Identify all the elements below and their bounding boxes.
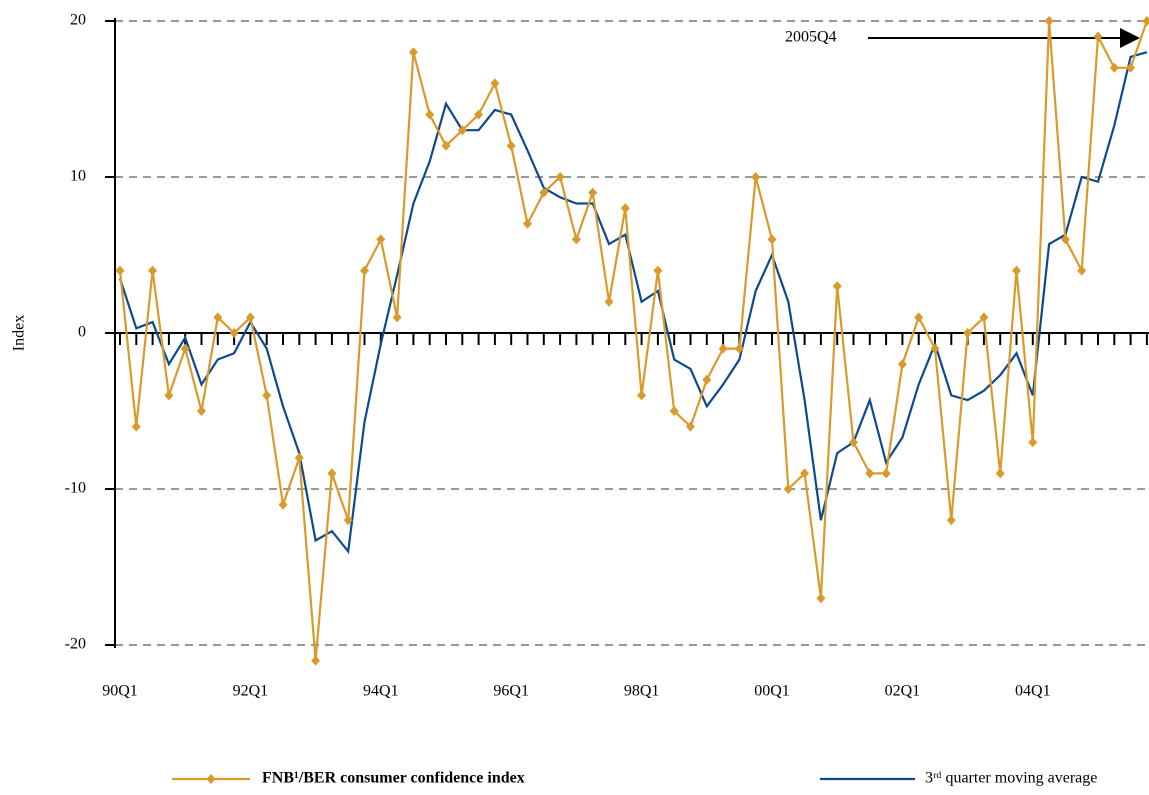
point-marker (1012, 265, 1021, 276)
point-marker (425, 109, 435, 120)
point-marker (783, 484, 793, 494)
point-marker (946, 515, 956, 526)
point-marker (278, 499, 288, 510)
x-tick-label: 90Q1 (102, 683, 138, 700)
point-marker (408, 47, 418, 58)
point-marker (800, 468, 810, 479)
y-tick-label: -20 (65, 636, 86, 653)
point-marker (1093, 31, 1103, 42)
point-marker (506, 140, 516, 151)
point-marker (376, 234, 386, 245)
point-marker (229, 328, 239, 338)
point-marker (294, 452, 304, 463)
point-marker (620, 203, 630, 214)
point-marker (588, 187, 598, 198)
legend-label: 3ʳᵈ quarter moving average (925, 770, 1097, 787)
x-tick-label: 00Q1 (754, 683, 790, 700)
point-marker (441, 140, 451, 151)
legend-marker (206, 774, 216, 784)
point-marker (197, 406, 206, 416)
point-marker (930, 343, 940, 354)
point-marker (490, 78, 500, 89)
point-marker (1077, 265, 1087, 276)
point-marker (849, 437, 858, 448)
point-marker (897, 359, 907, 370)
point-marker (327, 468, 337, 479)
point-marker (604, 296, 614, 307)
point-marker (555, 172, 565, 182)
y-tick-label: 20 (70, 12, 86, 29)
point-marker (1028, 437, 1038, 448)
point-marker (718, 343, 728, 354)
point-marker (637, 390, 647, 401)
point-marker (1142, 16, 1149, 26)
point-marker (914, 312, 924, 323)
y-axis-label: Index (11, 315, 28, 351)
point-marker (343, 515, 353, 526)
point-marker (686, 421, 695, 432)
point-marker (963, 328, 973, 338)
y-tick-label: 10 (70, 168, 86, 185)
legend-label: FNB¹/BER consumer confidence index (262, 770, 525, 787)
point-marker (457, 125, 467, 136)
point-marker (571, 234, 581, 245)
point-marker (653, 265, 663, 276)
point-marker (751, 172, 761, 182)
x-tick-label: 02Q1 (885, 683, 921, 700)
point-marker (148, 265, 158, 276)
annotation: 2005Q4 (785, 29, 837, 46)
point-marker (832, 281, 842, 292)
point-marker (816, 593, 826, 604)
y-tick-label: 0 (78, 324, 86, 341)
x-tick-label: 04Q1 (1015, 683, 1051, 700)
point-marker (360, 265, 369, 276)
point-marker (213, 312, 223, 323)
x-tick-label: 92Q1 (233, 683, 269, 700)
point-marker (669, 406, 679, 416)
point-marker (245, 312, 255, 323)
point-marker (131, 421, 141, 432)
point-marker (539, 187, 549, 198)
point-marker (523, 218, 532, 229)
series-line (118, 51, 1148, 555)
point-marker (262, 390, 272, 401)
point-marker (392, 312, 402, 323)
point-marker (881, 468, 891, 479)
point-marker (979, 312, 989, 323)
point-marker (115, 265, 125, 276)
point-marker (767, 234, 777, 245)
point-marker (1060, 234, 1070, 245)
x-tick-label: 98Q1 (624, 683, 660, 700)
x-tick-label: 96Q1 (493, 683, 529, 700)
y-tick-label: -10 (65, 480, 86, 497)
point-marker (734, 343, 744, 354)
point-marker (474, 109, 484, 120)
point-marker (1109, 62, 1119, 73)
point-marker (865, 468, 875, 479)
point-marker (995, 468, 1005, 479)
point-marker (1044, 16, 1054, 26)
point-marker (311, 655, 321, 666)
series-line (118, 20, 1148, 661)
x-tick-label: 94Q1 (363, 683, 399, 700)
point-marker (164, 390, 174, 401)
point-marker (702, 374, 712, 385)
point-marker (180, 343, 190, 354)
point-marker (1126, 62, 1136, 73)
